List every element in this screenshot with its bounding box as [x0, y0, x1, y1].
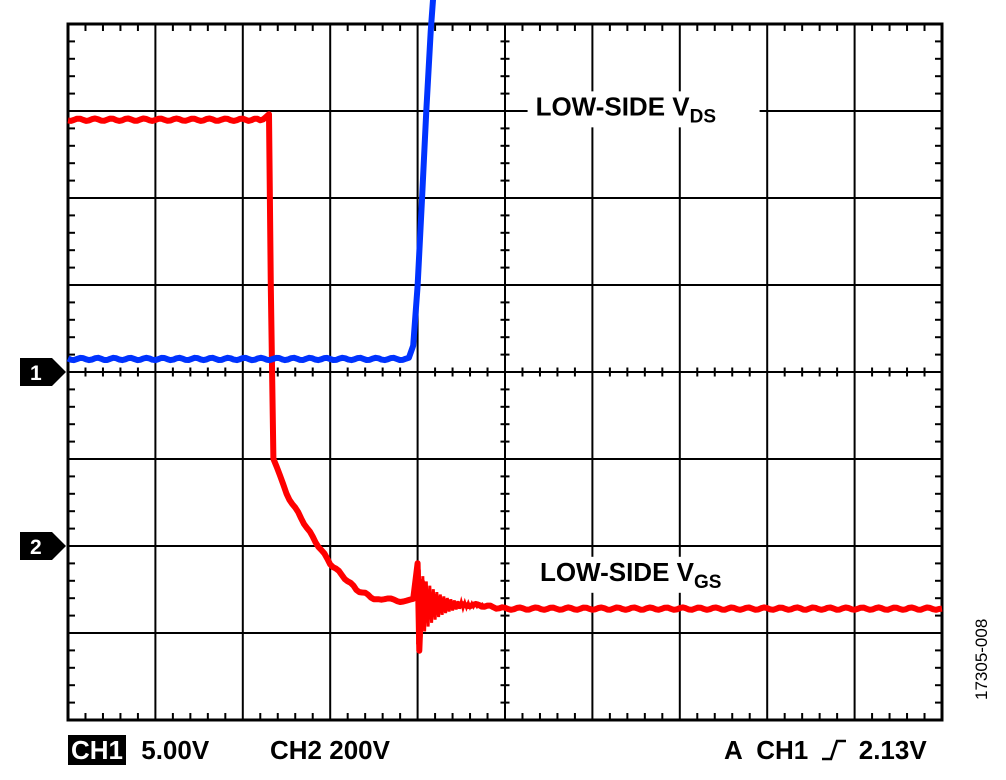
- svg-text:2: 2: [30, 536, 42, 559]
- ch2-scale-readout: CH2 200V: [270, 735, 390, 765]
- trigger-source: A CH1: [724, 735, 809, 765]
- svg-text:1: 1: [30, 362, 42, 385]
- trigger-readout: A CH1 2.13V: [724, 735, 927, 765]
- trigger-level: 2.13V: [858, 735, 927, 765]
- ch1-scale-readout: CH1 5.00V: [68, 735, 209, 765]
- trace-annotations: LOW-SIDE VDS LOW-SIDE VGS: [527, 91, 764, 593]
- ch1-scale: 5.00V: [141, 735, 210, 765]
- channel-2-ground-marker: 2: [20, 532, 66, 560]
- vgs-label: LOW-SIDE VGS: [540, 557, 722, 593]
- channel-markers: 12: [20, 358, 66, 560]
- annotation-background: [531, 556, 764, 593]
- channel-1-ground-marker: 1: [20, 358, 66, 386]
- figure-id: 17305-008: [972, 618, 991, 700]
- graticule: [66, 22, 944, 722]
- ch1-badge: CH1: [68, 735, 127, 765]
- rising-edge-trigger-icon: [821, 739, 846, 761]
- vds-label: LOW-SIDE VDS: [536, 91, 716, 127]
- annotation-background: [527, 91, 760, 128]
- vgs-ringing: [416, 569, 487, 645]
- vds-trace: [66, 0, 437, 364]
- vgs-trace: [67, 111, 943, 654]
- waveform-traces: [66, 0, 943, 654]
